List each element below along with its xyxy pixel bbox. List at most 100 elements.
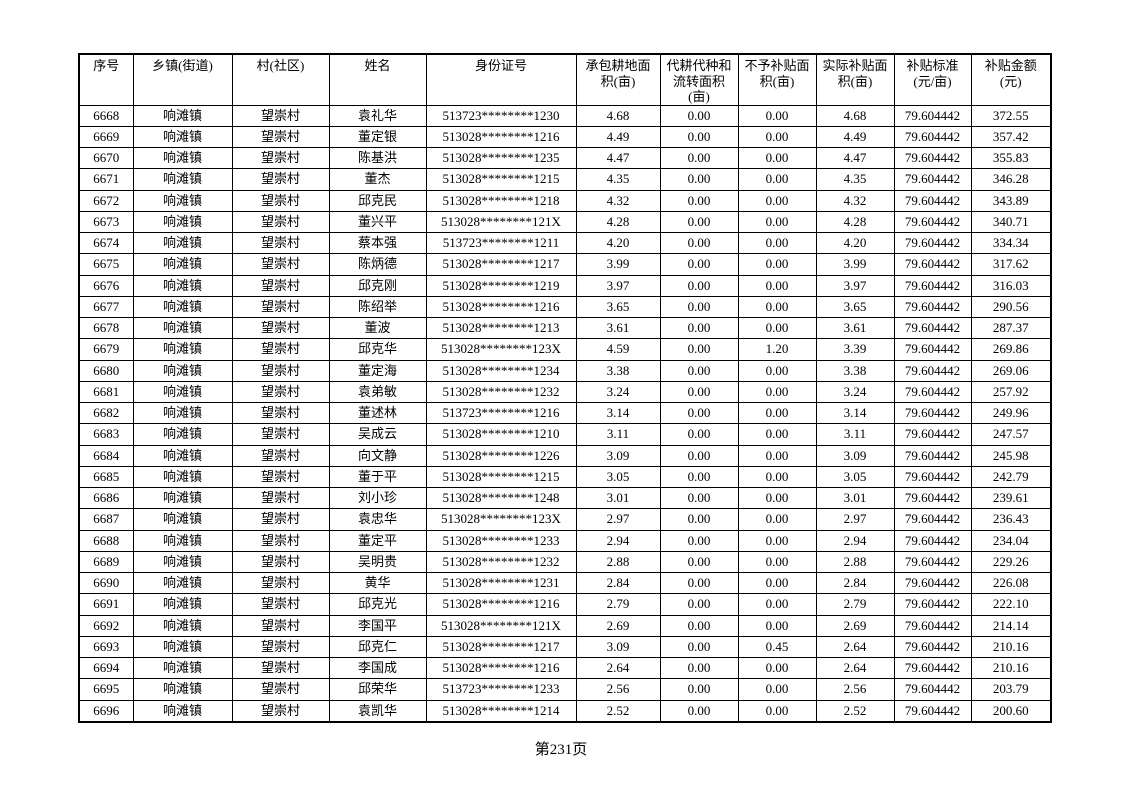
table-cell: 3.39 xyxy=(815,338,895,361)
table-cell: 203.79 xyxy=(970,678,1052,701)
table-cell: 6670 xyxy=(78,146,134,170)
table-cell: 黄华 xyxy=(328,571,427,595)
column-header: 序号 xyxy=(78,53,134,106)
table-cell: 513028********1210 xyxy=(425,423,577,446)
column-header: 不予补贴面 积(亩) xyxy=(737,53,817,106)
table-cell: 242.79 xyxy=(970,465,1052,489)
table-cell: 2.94 xyxy=(575,529,661,552)
table-cell: 望崇村 xyxy=(231,338,330,361)
table-cell: 513028********121X xyxy=(425,210,577,234)
table-cell: 0.00 xyxy=(737,465,817,489)
table-cell: 6688 xyxy=(78,529,134,552)
table-cell: 响滩镇 xyxy=(132,699,233,723)
table-cell: 陈炳德 xyxy=(328,253,427,276)
table-row: 6683 响滩镇 望崇村 吴成云 513028********1210 3.11 0.00 0… xyxy=(78,423,1052,446)
table-row: 6678 响滩镇 望崇村 董波 513028********1213 3.61 0.00 0.… xyxy=(78,316,1052,340)
table-cell: 4.47 xyxy=(815,146,895,170)
table-cell: 6694 xyxy=(78,656,134,680)
table-cell: 79.604442 xyxy=(893,274,972,297)
table-row: 6674 响滩镇 望崇村 蔡本强 513723********1211 4.20 0.00 0… xyxy=(78,231,1052,255)
table-cell: 2.56 xyxy=(815,678,895,701)
table-cell: 2.52 xyxy=(815,699,895,723)
table-cell: 6681 xyxy=(78,380,134,404)
table-cell: 79.604442 xyxy=(893,380,972,404)
table-cell: 79.604442 xyxy=(893,210,972,234)
table-cell: 响滩镇 xyxy=(132,125,233,149)
table-cell: 望崇村 xyxy=(231,210,330,234)
table-cell: 3.97 xyxy=(575,274,661,297)
table-cell: 响滩镇 xyxy=(132,423,233,446)
table-cell: 79.604442 xyxy=(893,168,972,191)
table-cell: 响滩镇 xyxy=(132,104,233,127)
table-cell: 317.62 xyxy=(970,253,1052,276)
table-cell: 79.604442 xyxy=(893,465,972,489)
table-row: 6680 响滩镇 望崇村 董定海 513028********1234 3.38 0.00 0… xyxy=(78,359,1052,382)
table-row: 6684 响滩镇 望崇村 向文静 513028********1226 3.09 0.00 0… xyxy=(78,444,1052,467)
table-cell: 513028********1231 xyxy=(425,571,577,595)
table-cell: 513028********1216 xyxy=(425,593,577,616)
table-cell: 0.00 xyxy=(659,571,739,595)
table-cell: 0.00 xyxy=(659,316,739,340)
table-cell: 3.05 xyxy=(815,465,895,489)
table-cell: 513028********1233 xyxy=(425,529,577,552)
table-cell: 董于平 xyxy=(328,465,427,489)
table-cell: 6689 xyxy=(78,550,134,574)
table-cell: 响滩镇 xyxy=(132,593,233,616)
table-cell: 2.56 xyxy=(575,678,661,701)
table-cell: 372.55 xyxy=(970,104,1052,127)
column-header: 乡镇(街道) xyxy=(132,53,233,106)
column-header: 实际补贴面 积(亩) xyxy=(815,53,895,106)
table-cell: 0.00 xyxy=(659,635,739,659)
table-cell: 响滩镇 xyxy=(132,380,233,404)
table-cell: 0.00 xyxy=(737,146,817,170)
table-cell: 0.00 xyxy=(659,550,739,574)
table-cell: 6685 xyxy=(78,465,134,489)
table-cell: 3.01 xyxy=(815,486,895,510)
table-cell: 0.00 xyxy=(737,699,817,723)
table-cell: 249.96 xyxy=(970,401,1052,425)
table-cell: 513028********1218 xyxy=(425,189,577,212)
table-cell: 向文静 xyxy=(328,444,427,467)
table-cell: 79.604442 xyxy=(893,550,972,574)
table-cell: 响滩镇 xyxy=(132,571,233,595)
table-cell: 3.09 xyxy=(815,444,895,467)
table-cell: 吴明贵 xyxy=(328,550,427,574)
table-cell: 2.64 xyxy=(815,635,895,659)
table-cell: 79.604442 xyxy=(893,571,972,595)
table-cell: 0.00 xyxy=(659,210,739,234)
table-cell: 邱荣华 xyxy=(328,678,427,701)
table-cell: 247.57 xyxy=(970,423,1052,446)
table-cell: 4.35 xyxy=(815,168,895,191)
table-cell: 望崇村 xyxy=(231,635,330,659)
table-cell: 6695 xyxy=(78,678,134,701)
table-row: 6687 响滩镇 望崇村 袁忠华 513028********123X 2.97 0.00 0… xyxy=(78,508,1052,531)
table-cell: 6668 xyxy=(78,104,134,127)
table-cell: 0.00 xyxy=(659,295,739,319)
table-cell: 0.00 xyxy=(737,550,817,574)
table-cell: 0.00 xyxy=(659,614,739,637)
table-row: 6670 响滩镇 望崇村 陈基洪 513028********1235 4.47 0.00 0… xyxy=(78,146,1052,170)
table-cell: 79.604442 xyxy=(893,635,972,659)
table-cell: 513028********123X xyxy=(425,508,577,531)
table-cell: 响滩镇 xyxy=(132,486,233,510)
table-cell: 3.38 xyxy=(575,359,661,382)
table-cell: 3.24 xyxy=(575,380,661,404)
table-cell: 513028********1216 xyxy=(425,656,577,680)
table-cell: 79.604442 xyxy=(893,104,972,127)
table-cell: 望崇村 xyxy=(231,508,330,531)
table-cell: 79.604442 xyxy=(893,316,972,340)
table-cell: 0.00 xyxy=(659,168,739,191)
table-cell: 0.00 xyxy=(659,253,739,276)
column-header: 承包耕地面 积(亩) xyxy=(575,53,661,106)
table-cell: 3.11 xyxy=(815,423,895,446)
table-cell: 3.09 xyxy=(575,635,661,659)
table-cell: 董兴平 xyxy=(328,210,427,234)
table-cell: 0.00 xyxy=(659,678,739,701)
table-cell: 望崇村 xyxy=(231,168,330,191)
table-cell: 6693 xyxy=(78,635,134,659)
table-cell: 513028********1232 xyxy=(425,550,577,574)
table-row: 6677 响滩镇 望崇村 陈绍举 513028********1216 3.65 0.00 0… xyxy=(78,295,1052,319)
table-cell: 董波 xyxy=(328,316,427,340)
table-cell: 513028********1232 xyxy=(425,380,577,404)
table-cell: 3.14 xyxy=(815,401,895,425)
